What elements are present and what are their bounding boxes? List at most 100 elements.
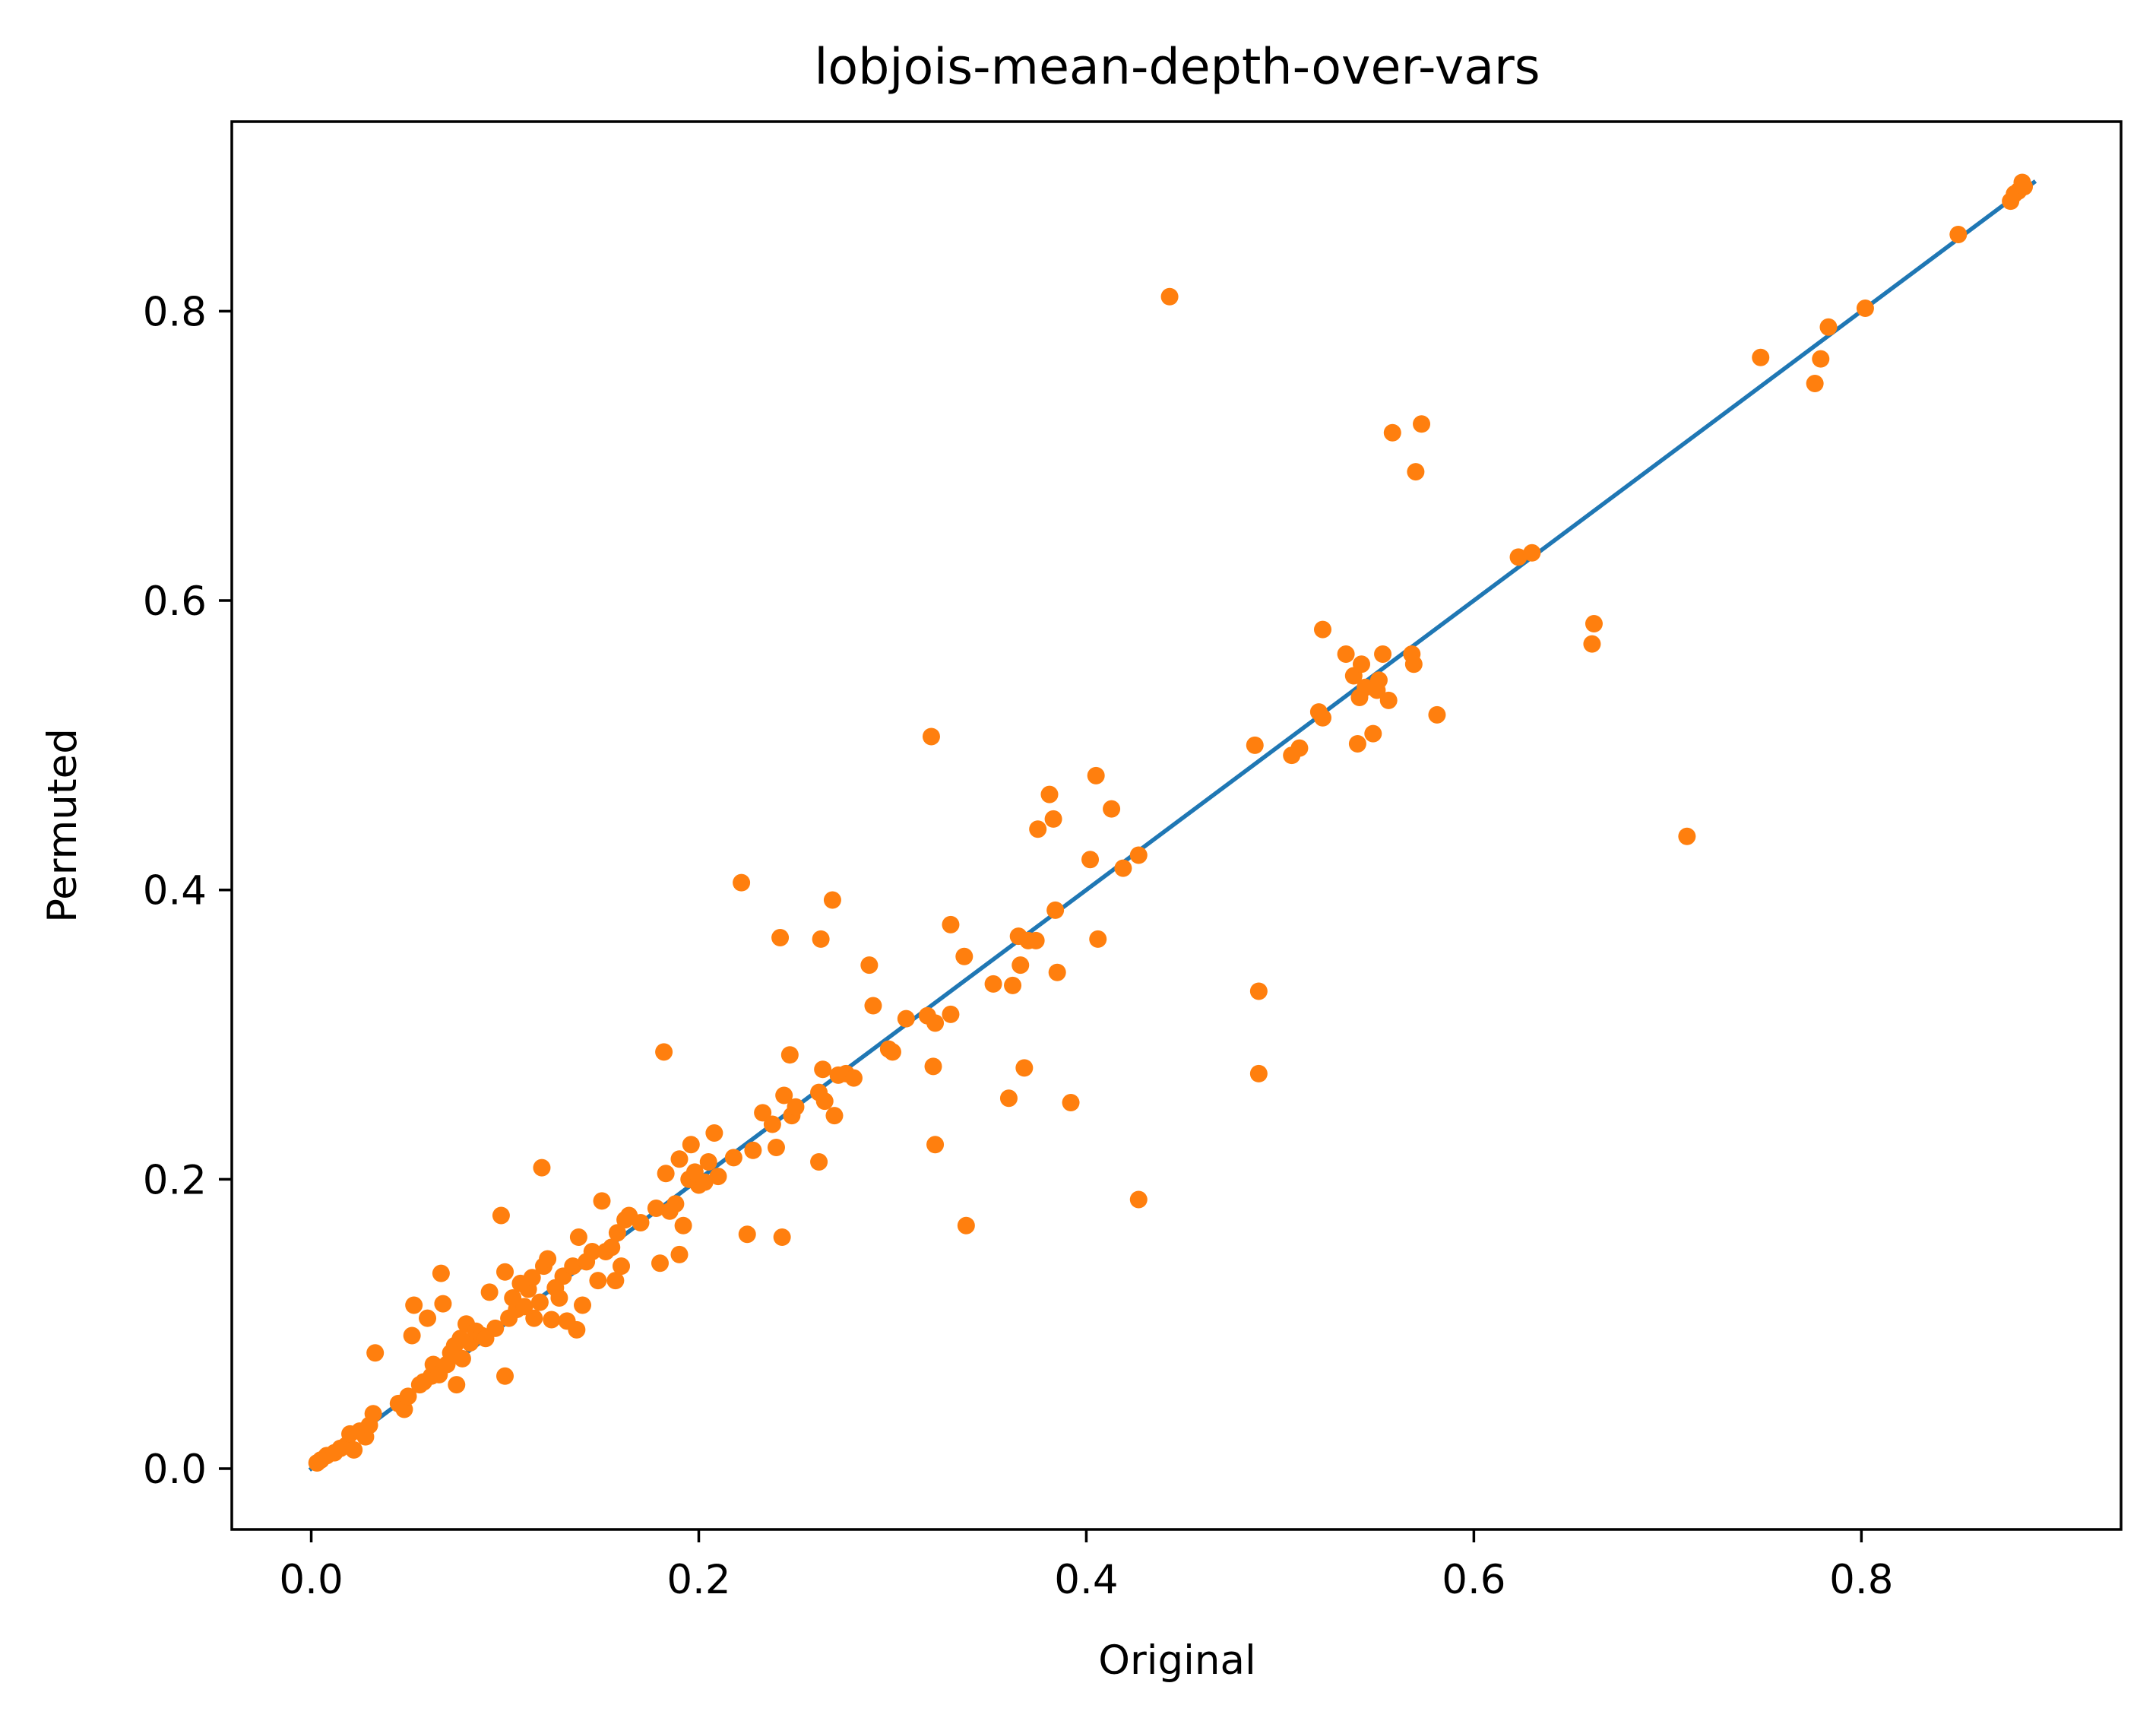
scatter-point: [812, 930, 830, 948]
scatter-point: [419, 1309, 437, 1327]
scatter-point: [1819, 318, 1838, 336]
scatter-point: [405, 1296, 423, 1314]
scatter-point: [606, 1272, 625, 1290]
scatter-point: [1129, 1190, 1148, 1209]
scatter-point: [775, 1086, 793, 1105]
chart-title: lobjois-mean-depth-over-vars: [814, 39, 1540, 96]
plot-frame: [230, 120, 2123, 1531]
scatter-point: [1246, 736, 1264, 754]
scatter-point: [763, 1115, 781, 1133]
scatter-point: [744, 1141, 762, 1159]
scatter-point: [897, 1009, 915, 1028]
scatter-point: [364, 1405, 382, 1423]
scatter-point: [825, 1107, 844, 1125]
scatter-point: [647, 1199, 665, 1217]
scatter-point: [453, 1349, 471, 1368]
scatter-point: [738, 1225, 756, 1244]
scatter-point: [533, 1158, 551, 1177]
scatter-point: [695, 1173, 714, 1191]
scatter-point: [655, 1043, 673, 1061]
scatter-point: [984, 975, 1002, 993]
scatter-point: [860, 956, 879, 975]
scatter-point: [448, 1376, 466, 1394]
scatter-point: [1583, 635, 1601, 653]
scatter-point: [612, 1257, 630, 1276]
scatter-point: [345, 1441, 363, 1459]
scatter-point: [589, 1272, 607, 1290]
scatter-point: [1678, 827, 1696, 845]
scatter-point: [525, 1309, 543, 1327]
scatter-point: [1048, 963, 1066, 981]
y-tick-label: 0.8: [143, 289, 207, 335]
y-tick-label: 0.2: [143, 1157, 207, 1203]
scatter-point: [486, 1319, 505, 1337]
scatter-point: [593, 1192, 611, 1210]
scatter-point: [1087, 766, 1105, 784]
scatter-point: [603, 1238, 621, 1257]
scatter-point: [1114, 859, 1132, 877]
scatter-point: [754, 1104, 772, 1122]
scatter-point: [480, 1283, 499, 1301]
scatter-point: [1044, 810, 1062, 828]
scatter-point: [1509, 548, 1528, 566]
scatter-point: [568, 1320, 586, 1339]
scatter-point: [670, 1245, 689, 1263]
scatter-point: [492, 1206, 510, 1225]
scatter-point: [1379, 691, 1398, 709]
scatter-point: [1585, 614, 1603, 632]
scatter-point: [1062, 1093, 1080, 1111]
scatter-point: [1160, 287, 1179, 306]
scatter-point: [1040, 785, 1059, 803]
scatter-point: [1337, 645, 1355, 663]
scatter-point: [1004, 976, 1022, 994]
scatter-point: [999, 1089, 1018, 1108]
scatter-point: [773, 1228, 791, 1247]
scatter-point: [1752, 348, 1770, 366]
scatter-point: [942, 1005, 960, 1023]
scatter-point: [724, 1149, 742, 1167]
scatter-point: [926, 1014, 945, 1032]
scatter-point: [1404, 655, 1423, 674]
scatter-point: [1364, 724, 1382, 743]
scatter-point: [564, 1257, 582, 1276]
scatter-point: [1015, 1059, 1034, 1077]
scatter-point: [670, 1150, 689, 1168]
scatter-point: [543, 1311, 561, 1329]
scatter-point: [883, 1043, 901, 1061]
scatter-point: [1249, 1064, 1268, 1082]
scatter-point: [1314, 620, 1332, 639]
scatter-point: [922, 727, 940, 746]
scatter-point: [2015, 178, 2034, 196]
scatter-point: [823, 891, 841, 909]
scatter-point: [608, 1224, 626, 1242]
scatter-point: [515, 1298, 533, 1316]
x-axis-label: Original: [1098, 1637, 1255, 1684]
scatter-point: [1249, 982, 1268, 1000]
scatter-point: [733, 873, 751, 892]
x-axis: 0.0 0.2 0.4 0.6 0.8: [279, 1529, 1893, 1603]
scatter-point: [657, 1165, 675, 1183]
scatter-point: [955, 947, 974, 965]
scatter-point: [1012, 956, 1030, 975]
y-tick-label: 0.4: [143, 868, 207, 914]
scatter-point: [530, 1293, 549, 1311]
scatter-point: [1029, 820, 1047, 838]
plot-area: [230, 120, 2123, 1531]
scatter-point: [1081, 851, 1100, 869]
scatter-point: [366, 1344, 385, 1362]
scatter-point: [682, 1136, 700, 1154]
x-tick-label: 0.8: [1829, 1557, 1893, 1603]
scatter-point: [1407, 463, 1425, 481]
y-tick-label: 0.0: [143, 1447, 207, 1493]
scatter-point: [957, 1216, 975, 1234]
scatter-point: [771, 929, 790, 947]
scatter-point: [1089, 930, 1107, 948]
scatter-point: [787, 1098, 805, 1116]
scatter-point: [814, 1060, 832, 1079]
scatter-point: [1523, 544, 1541, 562]
scatter-point: [810, 1153, 828, 1171]
scatter-point: [1129, 846, 1148, 864]
scatter-point: [496, 1367, 514, 1385]
y-tick-label: 0.6: [143, 578, 207, 625]
